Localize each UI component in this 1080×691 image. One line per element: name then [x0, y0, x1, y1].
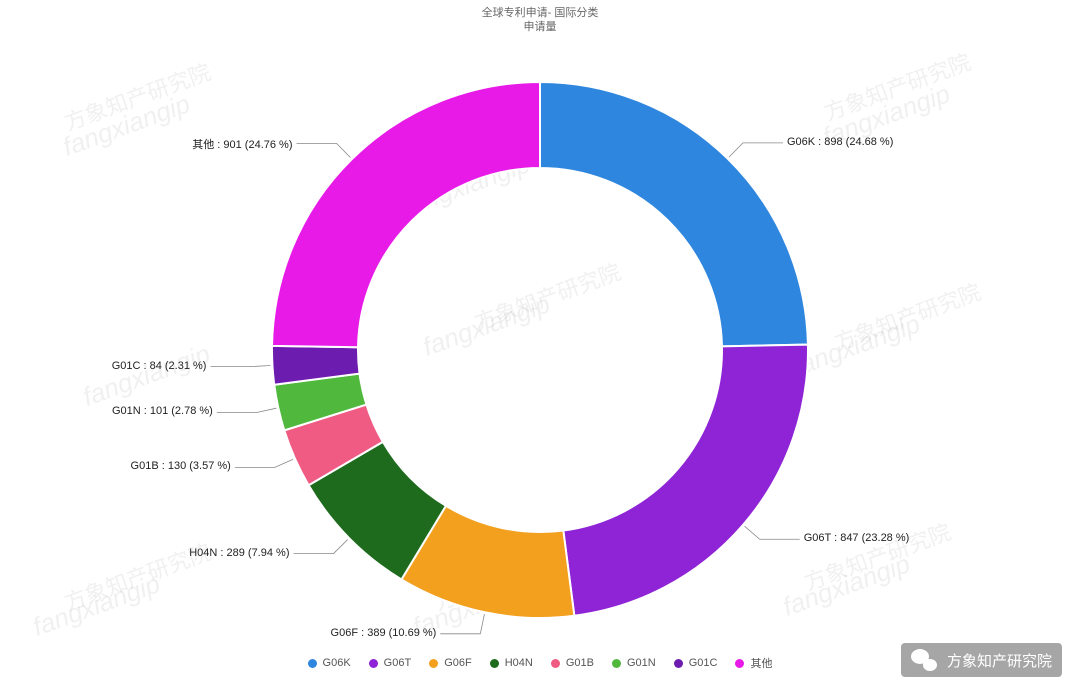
legend-item-G06K[interactable]: G06K	[308, 655, 351, 671]
legend-item-G06T[interactable]: G06T	[369, 655, 412, 671]
donut-chart: G06K : 898 (24.68 %)G06T : 847 (23.28 %)…	[0, 0, 1080, 691]
legend-label: G06T	[384, 657, 412, 669]
slice-G06K[interactable]	[540, 82, 808, 346]
legend-item-G01N[interactable]: G01N	[612, 655, 656, 671]
legend-dot	[490, 659, 499, 668]
legend-dot	[612, 659, 621, 668]
legend-label: G01B	[566, 657, 594, 669]
legend-label: G06K	[323, 657, 351, 669]
legend-dot	[308, 659, 317, 668]
leader-line	[210, 365, 270, 366]
legend-item-G01C[interactable]: G01C	[674, 655, 718, 671]
attribution-text: 方象知产研究院	[947, 650, 1052, 671]
attribution-badge: 方象知产研究院	[901, 643, 1062, 677]
leader-line	[217, 408, 277, 412]
legend-label: G01C	[689, 657, 718, 669]
legend-item-G06F[interactable]: G06F	[429, 655, 472, 671]
slice-G06T[interactable]	[563, 345, 808, 616]
legend-item-H04N[interactable]: H04N	[490, 655, 533, 671]
leader-line	[729, 143, 783, 157]
wechat-icon	[911, 649, 937, 671]
leader-line	[745, 526, 800, 539]
leader-line	[297, 143, 351, 157]
leader-line	[293, 540, 347, 554]
legend-item-G01B[interactable]: G01B	[551, 655, 594, 671]
legend-item-其他[interactable]: 其他	[735, 655, 772, 671]
legend-dot	[429, 659, 438, 668]
legend-label: 其他	[750, 655, 772, 671]
legend-dot	[369, 659, 378, 668]
legend-dot	[735, 659, 744, 668]
legend-label: G06F	[444, 657, 472, 669]
leader-line	[440, 614, 484, 634]
legend-dot	[674, 659, 683, 668]
donut-svg	[0, 0, 1080, 691]
leader-line	[235, 459, 293, 467]
legend-dot	[551, 659, 560, 668]
slice-其他[interactable]	[272, 82, 540, 347]
legend-label: G01N	[627, 657, 656, 669]
legend-label: H04N	[505, 657, 533, 669]
